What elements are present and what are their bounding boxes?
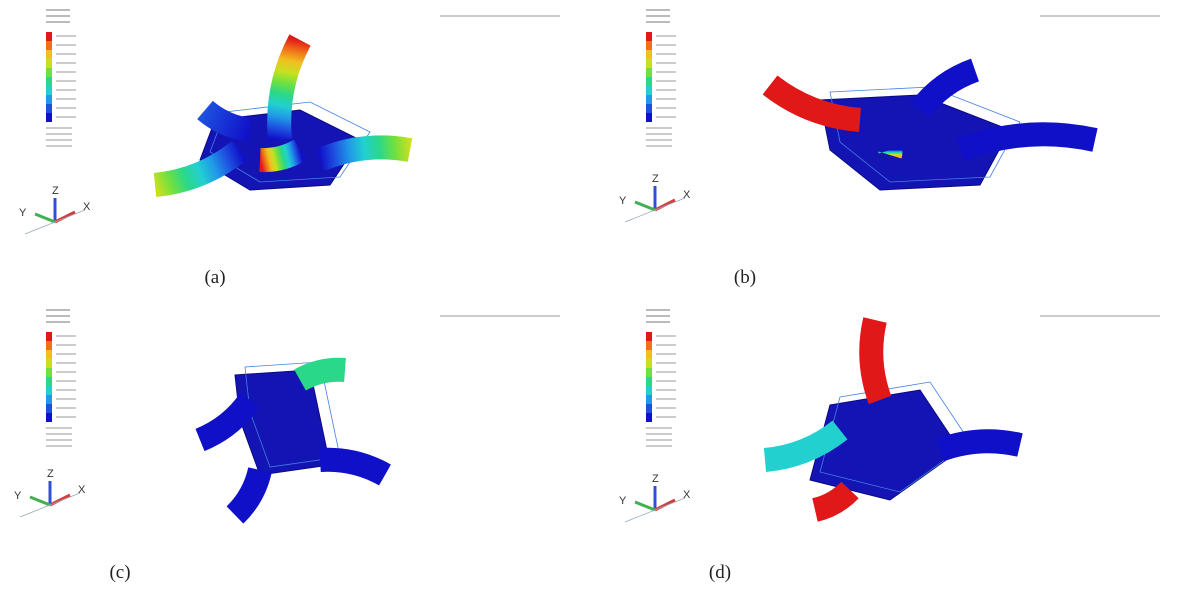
- axis-y: [35, 214, 55, 222]
- legend-swatch: [646, 404, 652, 413]
- legend-swatch: [646, 59, 652, 68]
- legend-swatch: [46, 386, 52, 395]
- structure-arm: [920, 70, 975, 110]
- axis-y: [635, 502, 655, 510]
- structure-arm: [200, 400, 250, 440]
- legend-swatch: [46, 113, 52, 122]
- legend-swatch: [646, 68, 652, 77]
- structure-arm: [155, 150, 240, 185]
- axis-label-y: Y: [619, 495, 627, 507]
- legend-swatch: [46, 86, 52, 95]
- structure-arm: [320, 147, 410, 160]
- panel: Z X Y (b): [619, 10, 1160, 288]
- legend-swatch: [46, 359, 52, 368]
- legend-swatch: [646, 95, 652, 104]
- legend-swatch: [646, 368, 652, 377]
- panel-label: (c): [109, 562, 130, 583]
- legend-swatch: [46, 59, 52, 68]
- legend-swatch: [46, 32, 52, 41]
- axis-label-x: X: [83, 201, 91, 213]
- axis-label-z: Z: [652, 473, 659, 485]
- legend-swatch: [646, 413, 652, 422]
- legend-swatch: [646, 377, 652, 386]
- panel: Z X Y (a): [19, 10, 560, 288]
- legend-swatch: [646, 104, 652, 113]
- legend-swatch: [46, 41, 52, 50]
- legend-swatch: [646, 50, 652, 59]
- structure-arm: [300, 370, 345, 380]
- panel: Z X Y (c): [14, 310, 560, 583]
- legend-swatch: [46, 50, 52, 59]
- legend-swatch: [46, 350, 52, 359]
- panel-label: (a): [204, 267, 225, 288]
- axis-y: [635, 202, 655, 210]
- legend-swatch: [646, 386, 652, 395]
- legend-swatch: [46, 413, 52, 422]
- structure-arm: [871, 320, 880, 400]
- panel-label: (d): [709, 562, 731, 583]
- legend-swatch: [46, 404, 52, 413]
- legend-swatch: [646, 359, 652, 368]
- axis-label-z: Z: [652, 173, 659, 185]
- axis-label-z: Z: [47, 468, 54, 480]
- legend-swatch: [46, 68, 52, 77]
- legend-swatch: [46, 377, 52, 386]
- axis-label-y: Y: [619, 195, 627, 207]
- legend-swatch: [646, 32, 652, 41]
- legend-swatch: [646, 77, 652, 86]
- legend-swatch: [46, 395, 52, 404]
- axis-label-x: X: [683, 489, 691, 501]
- panel-label: (b): [734, 267, 756, 288]
- legend-swatch: [646, 41, 652, 50]
- legend-swatch: [646, 395, 652, 404]
- structure-arm: [205, 110, 250, 130]
- structure-arm: [320, 460, 385, 475]
- structure-arm: [235, 470, 260, 515]
- figure: Z X Y (a) Z X Y (b) Z X Y (c) Z X Y (d): [0, 0, 1180, 595]
- legend-swatch: [646, 113, 652, 122]
- axis-label-y: Y: [14, 490, 22, 502]
- axis-y: [30, 497, 50, 505]
- legend-swatch: [646, 86, 652, 95]
- legend-swatch: [46, 368, 52, 377]
- legend-swatch: [646, 332, 652, 341]
- legend-swatch: [46, 104, 52, 113]
- structure-arm: [260, 150, 300, 160]
- panel: Z X Y (d): [619, 310, 1160, 583]
- structure-arm: [940, 441, 1020, 450]
- axis-label-z: Z: [52, 185, 59, 197]
- axis-label-x: X: [78, 484, 86, 496]
- legend-swatch: [646, 350, 652, 359]
- legend-swatch: [646, 341, 652, 350]
- legend-swatch: [46, 332, 52, 341]
- structure-arm: [960, 134, 1095, 150]
- legend-swatch: [46, 95, 52, 104]
- axis-label-x: X: [683, 189, 691, 201]
- structure-arm: [815, 490, 850, 510]
- legend-swatch: [46, 77, 52, 86]
- legend-swatch: [46, 341, 52, 350]
- axis-label-y: Y: [19, 207, 27, 219]
